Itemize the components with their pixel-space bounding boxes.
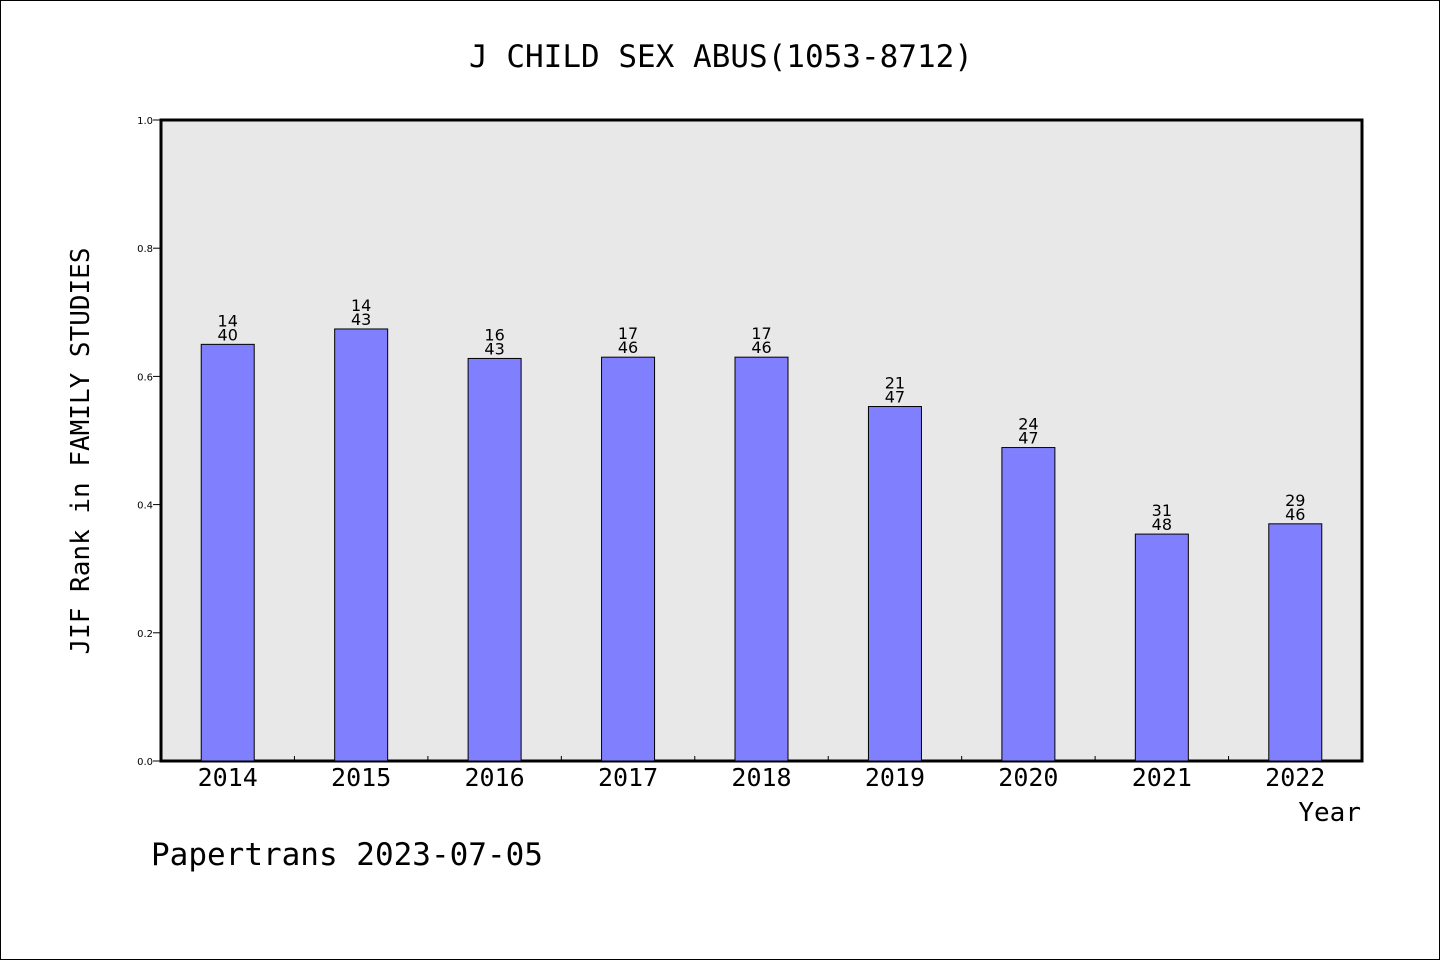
bar-rank-label: 31 [1152,501,1172,520]
bar [1134,533,1189,762]
bar [601,356,656,762]
bar [334,328,389,762]
y-tick-label: 0.2 [137,629,153,640]
y-tick-label: 1.0 [137,116,153,127]
y-axis-label: JIF Rank in FAMILY STUDIES [66,248,96,655]
x-tick-label: 2021 [1132,763,1192,792]
x-tick-label: 2022 [1265,763,1325,792]
x-tick-label: 2015 [331,763,391,792]
bar-rank-label: 17 [618,324,638,343]
bar [467,357,522,762]
bar-total-label: 46 [618,338,638,357]
bar [200,343,255,762]
bar-rank-label: 29 [1285,491,1305,510]
bar [1001,447,1056,762]
footer-credit: Papertrans 2023-07-05 [151,837,543,873]
bar-rank-label: 14 [351,296,371,315]
bar [734,356,789,762]
y-tick-label: 0.6 [137,372,153,383]
x-axis: 2014 2015 2016 2017 2018 2019 2020 2021 2022 [198,756,1325,792]
x-tick-label: 2016 [465,763,525,792]
bar-rank-label: 21 [885,374,905,393]
bar [867,406,922,762]
bar-rank-label: 17 [751,324,771,343]
bar-total-label: 43 [484,339,504,358]
x-tick-label: 2020 [998,763,1058,792]
bar-rank-label: 24 [1018,415,1038,434]
bar-total-label: 48 [1152,515,1172,534]
y-axis: 0.0 0.2 0.4 0.6 0.8 1.0 [137,116,161,768]
bar [1268,523,1323,762]
x-tick-label: 2019 [865,763,925,792]
bar-total-label: 46 [1285,505,1305,524]
bar-rank-label: 16 [484,325,504,344]
y-tick-label: 0.0 [137,757,153,768]
x-tick-label: 2014 [198,763,258,792]
x-axis-label: Year [1298,798,1361,828]
y-tick-label: 0.8 [137,244,153,255]
bar-total-label: 47 [885,388,905,407]
x-tick-label: 2017 [598,763,658,792]
bar-total-label: 47 [1018,429,1038,448]
chart-title: J CHILD SEX ABUS(1053-8712) [469,39,973,75]
bar-total-label: 46 [751,338,771,357]
bar-total-label: 40 [218,325,238,344]
bar-total-label: 43 [351,310,371,329]
y-tick-label: 0.4 [137,501,153,512]
bar-rank-label: 14 [218,311,238,330]
x-tick-label: 2018 [731,763,791,792]
